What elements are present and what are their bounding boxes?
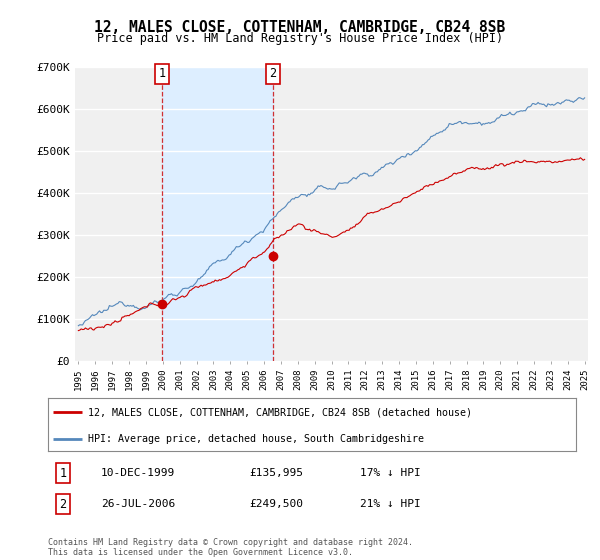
Text: 1: 1 [59, 466, 67, 480]
Text: 2: 2 [59, 497, 67, 511]
Text: 21% ↓ HPI: 21% ↓ HPI [359, 499, 421, 509]
Text: £135,995: £135,995 [249, 468, 303, 478]
Text: Price paid vs. HM Land Registry's House Price Index (HPI): Price paid vs. HM Land Registry's House … [97, 32, 503, 45]
Bar [162, 67, 273, 361]
Text: HPI: Average price, detached house, South Cambridgeshire: HPI: Average price, detached house, Sout… [88, 434, 424, 444]
Text: Contains HM Land Registry data © Crown copyright and database right 2024.
This d: Contains HM Land Registry data © Crown c… [48, 538, 413, 557]
Text: 17% ↓ HPI: 17% ↓ HPI [359, 468, 421, 478]
Text: 2: 2 [269, 67, 277, 80]
Text: 12, MALES CLOSE, COTTENHAM, CAMBRIDGE, CB24 8SB (detached house): 12, MALES CLOSE, COTTENHAM, CAMBRIDGE, C… [88, 408, 472, 418]
Text: 10-DEC-1999: 10-DEC-1999 [101, 468, 175, 478]
Text: 26-JUL-2006: 26-JUL-2006 [101, 499, 175, 509]
Text: £249,500: £249,500 [249, 499, 303, 509]
Text: 12, MALES CLOSE, COTTENHAM, CAMBRIDGE, CB24 8SB: 12, MALES CLOSE, COTTENHAM, CAMBRIDGE, C… [94, 20, 506, 35]
Text: 1: 1 [158, 67, 166, 80]
